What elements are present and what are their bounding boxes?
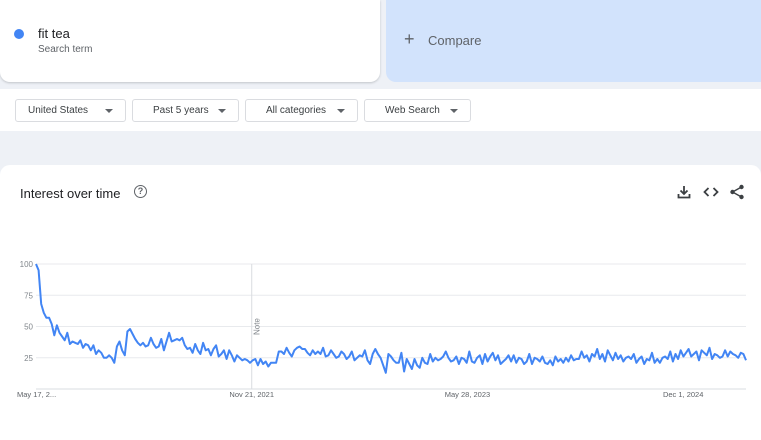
time-range-filter-label: Past 5 years <box>153 105 209 116</box>
category-filter[interactable]: All categories <box>245 99 358 122</box>
caret-down-icon <box>337 109 345 113</box>
series-line-fit-tea[interactable] <box>35 263 747 374</box>
search-type-filter[interactable]: Web Search <box>364 99 471 122</box>
note-label[interactable]: Note <box>253 318 262 335</box>
search-term-name: fit tea <box>38 26 70 41</box>
caret-down-icon <box>218 109 226 113</box>
search-term-subtitle: Search term <box>38 44 93 55</box>
share-icon[interactable] <box>729 184 745 200</box>
plus-icon: + <box>404 29 415 49</box>
compare-button[interactable]: + Compare <box>386 0 761 82</box>
time-range-filter[interactable]: Past 5 years <box>132 99 239 122</box>
y-tick-label: 50 <box>24 323 33 332</box>
y-tick-label: 25 <box>24 354 33 363</box>
x-tick-label: Nov 21, 2021 <box>229 390 274 399</box>
interest-over-time-card: Interest over time ? 100 75 50 25 Note May … <box>0 165 761 440</box>
caret-down-icon <box>450 109 458 113</box>
term-color-dot <box>14 29 24 39</box>
help-icon[interactable]: ? <box>134 185 147 198</box>
search-term-card[interactable]: fit tea Search term <box>0 0 380 82</box>
filter-bar: United States Past 5 years All categorie… <box>0 89 761 131</box>
y-tick-label: 100 <box>20 260 34 269</box>
embed-code-icon[interactable] <box>703 184 719 200</box>
download-icon[interactable] <box>676 184 692 200</box>
x-tick-label: May 17, 2... <box>17 390 56 399</box>
x-tick-label: May 28, 2023 <box>445 390 490 399</box>
x-tick-label: Dec 1, 2024 <box>663 390 703 399</box>
chart-title: Interest over time <box>20 186 121 201</box>
interest-line-chart: 100 75 50 25 Note May 17, 2... Nov 21, 2021 M… <box>17 260 747 399</box>
caret-down-icon <box>105 109 113 113</box>
compare-label: Compare <box>428 33 482 48</box>
search-type-filter-label: Web Search <box>385 105 440 116</box>
category-filter-label: All categories <box>266 105 327 116</box>
region-filter[interactable]: United States <box>15 99 126 122</box>
region-filter-label: United States <box>28 105 89 116</box>
y-tick-label: 75 <box>24 291 33 300</box>
